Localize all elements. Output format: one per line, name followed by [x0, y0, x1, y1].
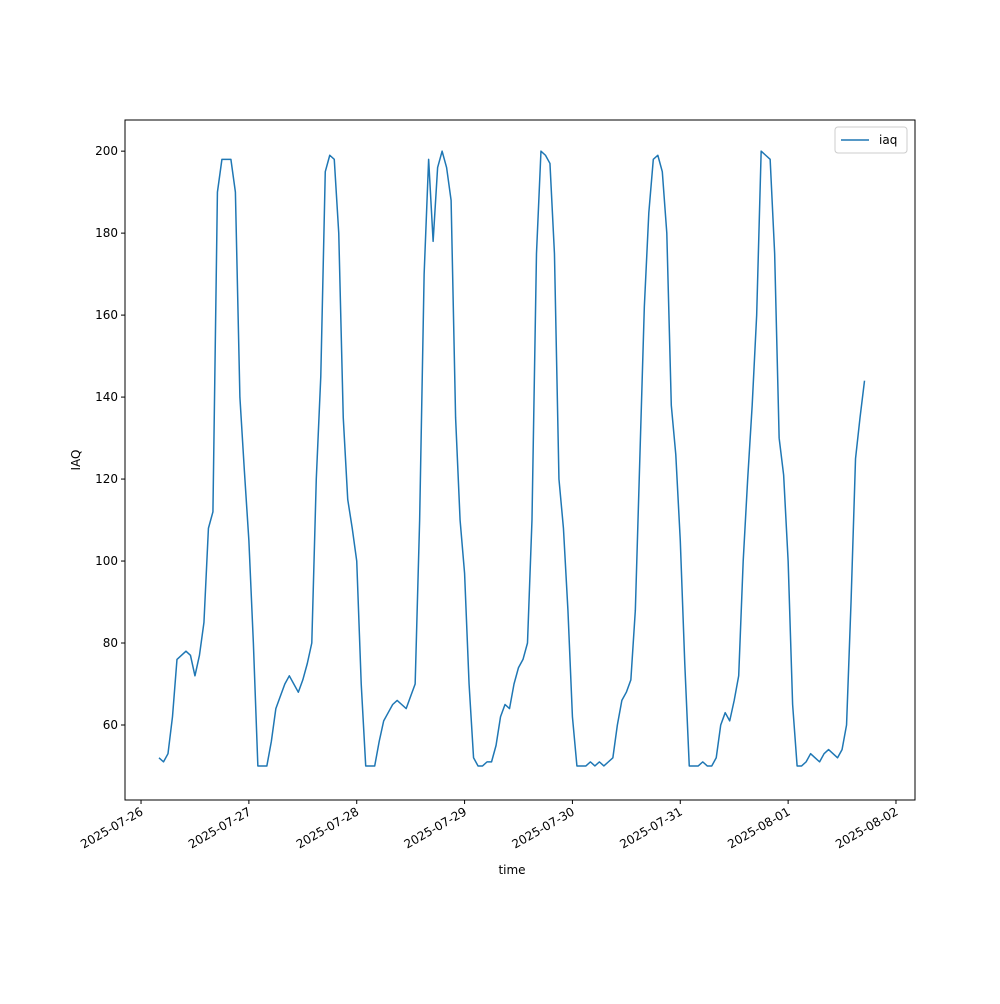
axes-frame [124, 119, 916, 801]
y-tick-label: 160 [95, 308, 118, 322]
x-axis-label: time [498, 863, 525, 877]
y-tick-label: 60 [103, 718, 118, 732]
y-tick-label: 120 [95, 472, 118, 486]
y-tick-label: 180 [95, 226, 118, 240]
y-tick-label: 140 [95, 390, 118, 404]
y-axis-label: IAQ [69, 450, 83, 471]
data-line [158, 150, 866, 767]
y-tick-label: 80 [103, 636, 118, 650]
legend-label: iaq [879, 133, 897, 147]
legend-box [834, 126, 908, 154]
y-tick-label: 200 [95, 144, 118, 158]
y-tick-label: 100 [95, 554, 118, 568]
legend: iaq [834, 126, 908, 154]
